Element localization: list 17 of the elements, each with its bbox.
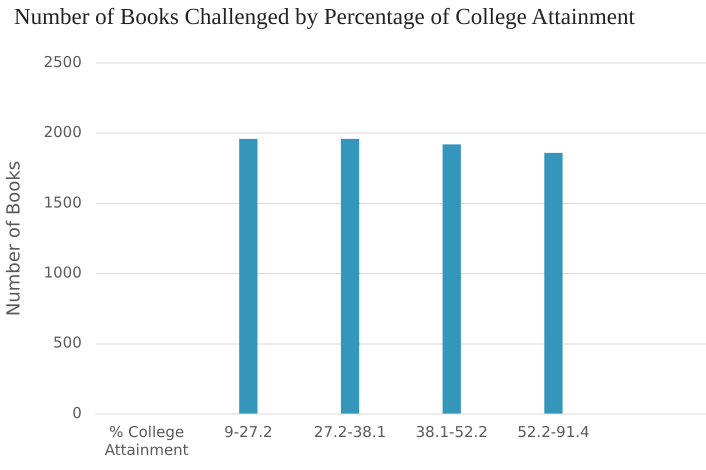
x-tick-label: 38.1-52.2 [416, 422, 488, 441]
bar [544, 152, 563, 414]
x-tick-label: 27.2-38.1 [314, 422, 386, 441]
bar [340, 138, 360, 414]
y-axis-title: Number of Books [3, 160, 24, 316]
bar [239, 138, 258, 414]
y-tick-label: 1000 [44, 263, 82, 282]
y-tick-label: 500 [53, 334, 82, 352]
chart-title: Number of Books Challenged by Percentage of College Attainment [14, 4, 635, 30]
x-tick-label: 9-27.2 [224, 422, 273, 441]
y-tick-label: 0 [72, 404, 82, 422]
bar [442, 144, 461, 414]
y-tick-label: 2000 [44, 123, 82, 142]
y-tick-label: 1500 [44, 193, 82, 212]
y-tick-label: 2500 [44, 52, 82, 71]
x-tick-label: 52.2-91.4 [517, 422, 590, 441]
x-tick-label: % College Attainment [104, 422, 189, 459]
